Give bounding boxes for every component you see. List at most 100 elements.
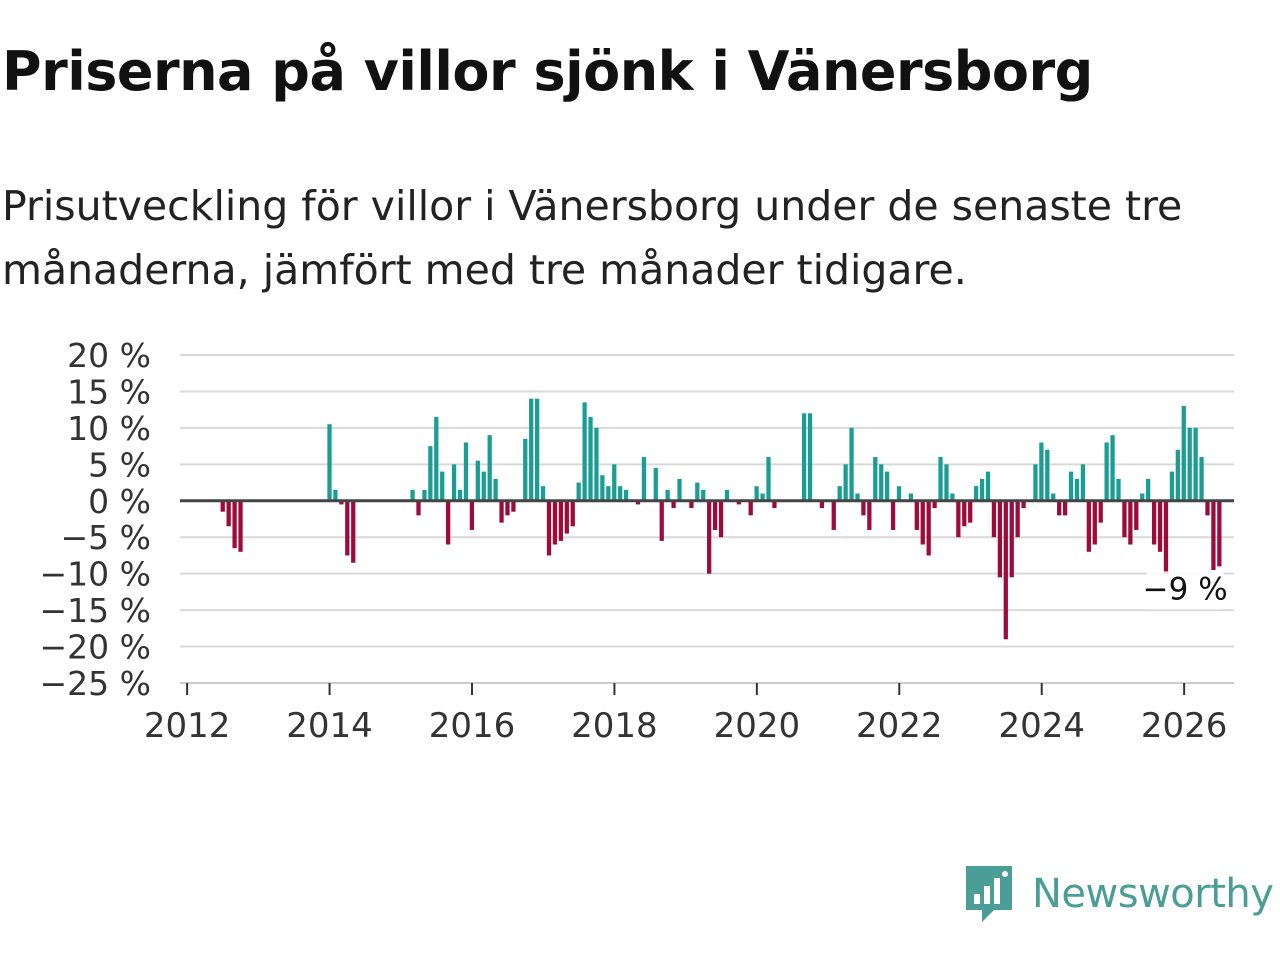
bar bbox=[422, 489, 427, 501]
bar bbox=[991, 500, 997, 538]
bar bbox=[849, 427, 854, 501]
bar bbox=[867, 500, 872, 530]
bar bbox=[956, 500, 961, 538]
bar bbox=[606, 486, 611, 501]
bar bbox=[327, 424, 332, 501]
bar bbox=[511, 500, 516, 512]
bar bbox=[505, 500, 510, 516]
bar bbox=[1074, 478, 1080, 501]
x-tick-label: 2012 bbox=[144, 706, 231, 746]
bar bbox=[1009, 500, 1014, 578]
bar bbox=[446, 500, 451, 545]
bar bbox=[475, 460, 480, 501]
bar bbox=[766, 457, 771, 501]
y-tick-label: 5 % bbox=[88, 445, 151, 484]
x-tick-label: 2020 bbox=[714, 706, 801, 746]
bar bbox=[748, 500, 753, 516]
bar bbox=[653, 467, 658, 501]
bar bbox=[339, 500, 344, 505]
bar bbox=[1003, 500, 1008, 640]
bar bbox=[950, 493, 955, 501]
bar bbox=[428, 446, 433, 501]
bar bbox=[1021, 500, 1026, 509]
bar bbox=[1045, 449, 1050, 501]
bar bbox=[885, 471, 890, 501]
bar bbox=[801, 413, 807, 501]
bar bbox=[807, 413, 813, 501]
bar bbox=[1175, 449, 1180, 501]
bar bbox=[671, 500, 676, 509]
bar bbox=[481, 471, 486, 501]
chart-title: Priserna på villor sjönk i Vänersborg bbox=[2, 40, 1093, 103]
bar bbox=[1039, 442, 1044, 501]
y-tick-label: 0 % bbox=[88, 482, 151, 521]
bar bbox=[594, 427, 599, 501]
grid-lines bbox=[180, 354, 1234, 684]
bar bbox=[493, 478, 498, 501]
bar bbox=[618, 486, 623, 501]
bar bbox=[1193, 427, 1198, 501]
bar bbox=[226, 500, 231, 527]
bar bbox=[552, 500, 558, 545]
bar bbox=[1068, 471, 1074, 501]
bar bbox=[600, 475, 605, 501]
bar bbox=[1211, 500, 1216, 571]
bar bbox=[974, 486, 979, 501]
bar bbox=[232, 500, 237, 549]
y-tick-label: 10 % bbox=[67, 409, 151, 448]
bar bbox=[1134, 500, 1139, 530]
y-tick-label: −10 % bbox=[40, 555, 152, 594]
bar bbox=[238, 500, 243, 552]
bar bbox=[879, 464, 884, 501]
x-axis: 2012 2014 2016 2018 2020 2022 2024 2026 bbox=[144, 682, 1234, 746]
bar bbox=[855, 493, 860, 501]
annotation-background bbox=[1144, 571, 1227, 610]
bar bbox=[689, 500, 694, 509]
bar bbox=[1163, 500, 1169, 574]
bar bbox=[908, 493, 914, 501]
bar bbox=[1062, 500, 1068, 516]
brand-logo[interactable]: Newsworthy bbox=[964, 864, 1274, 924]
bar bbox=[1181, 406, 1186, 501]
bar bbox=[962, 500, 967, 527]
bar bbox=[968, 500, 973, 523]
bar bbox=[1157, 500, 1163, 552]
bar bbox=[1086, 500, 1091, 552]
bar bbox=[1205, 500, 1210, 516]
bar bbox=[558, 500, 564, 541]
bar bbox=[612, 464, 617, 501]
bar bbox=[944, 464, 949, 501]
bar bbox=[718, 500, 724, 538]
bar bbox=[588, 416, 593, 501]
bar bbox=[736, 500, 741, 505]
bar bbox=[701, 489, 706, 501]
bar bbox=[635, 500, 641, 505]
bar bbox=[546, 500, 552, 556]
bar bbox=[926, 500, 931, 556]
bar bbox=[665, 489, 670, 501]
bar bbox=[220, 500, 225, 512]
bar bbox=[1199, 457, 1204, 501]
bar bbox=[1033, 464, 1038, 501]
bar bbox=[979, 478, 985, 501]
bar bbox=[724, 489, 730, 501]
bar bbox=[831, 500, 836, 530]
bar bbox=[1110, 435, 1115, 501]
bar bbox=[499, 500, 504, 523]
bar bbox=[1116, 478, 1121, 501]
bar bbox=[1140, 493, 1145, 501]
bar bbox=[564, 500, 569, 534]
bar bbox=[819, 500, 825, 509]
bar bbox=[641, 457, 647, 501]
y-tick-label: 15 % bbox=[67, 372, 151, 411]
x-tick-label: 2016 bbox=[429, 706, 516, 746]
brand-name: Newsworthy bbox=[1032, 871, 1274, 917]
bar bbox=[451, 464, 457, 501]
bar bbox=[570, 500, 575, 527]
bar bbox=[434, 416, 439, 501]
y-tick-label: −5 % bbox=[61, 518, 152, 557]
bar bbox=[1015, 500, 1020, 538]
x-tick-label: 2022 bbox=[856, 706, 943, 746]
bar bbox=[1187, 427, 1192, 501]
bar bbox=[873, 457, 878, 501]
